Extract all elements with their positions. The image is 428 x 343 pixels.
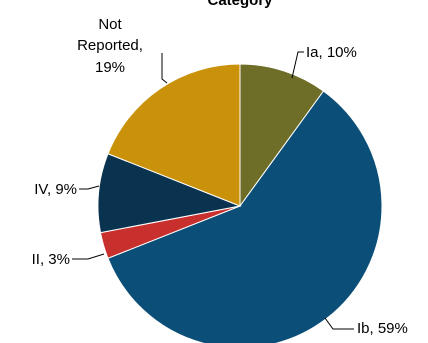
leader-line-iv [79,185,100,190]
slice-label-not-reported-line1: Not [98,16,122,33]
chart-title: Category [207,0,273,9]
leader-line-ia [291,51,304,79]
leader-line-ii [72,253,105,260]
slice-label-ib: Ib, 59% [357,320,408,337]
pie-slice-ib [107,90,383,343]
leader-line-ib [324,317,354,330]
slice-label-ia: Ia, 10% [306,44,357,61]
pie-slice-ia [239,63,325,208]
slice-label-iv: IV, 9% [34,181,77,198]
leader-line-not-reported [161,53,168,84]
slice-label-not-reported-line2: Reported, [77,37,143,54]
pie-slice-not-reported [107,63,241,207]
pie-slice-iv [97,153,242,234]
slice-label-not-reported-line3: 19% [95,59,125,76]
slice-label-ii: II, 3% [32,251,70,268]
pie-slices [97,63,383,343]
